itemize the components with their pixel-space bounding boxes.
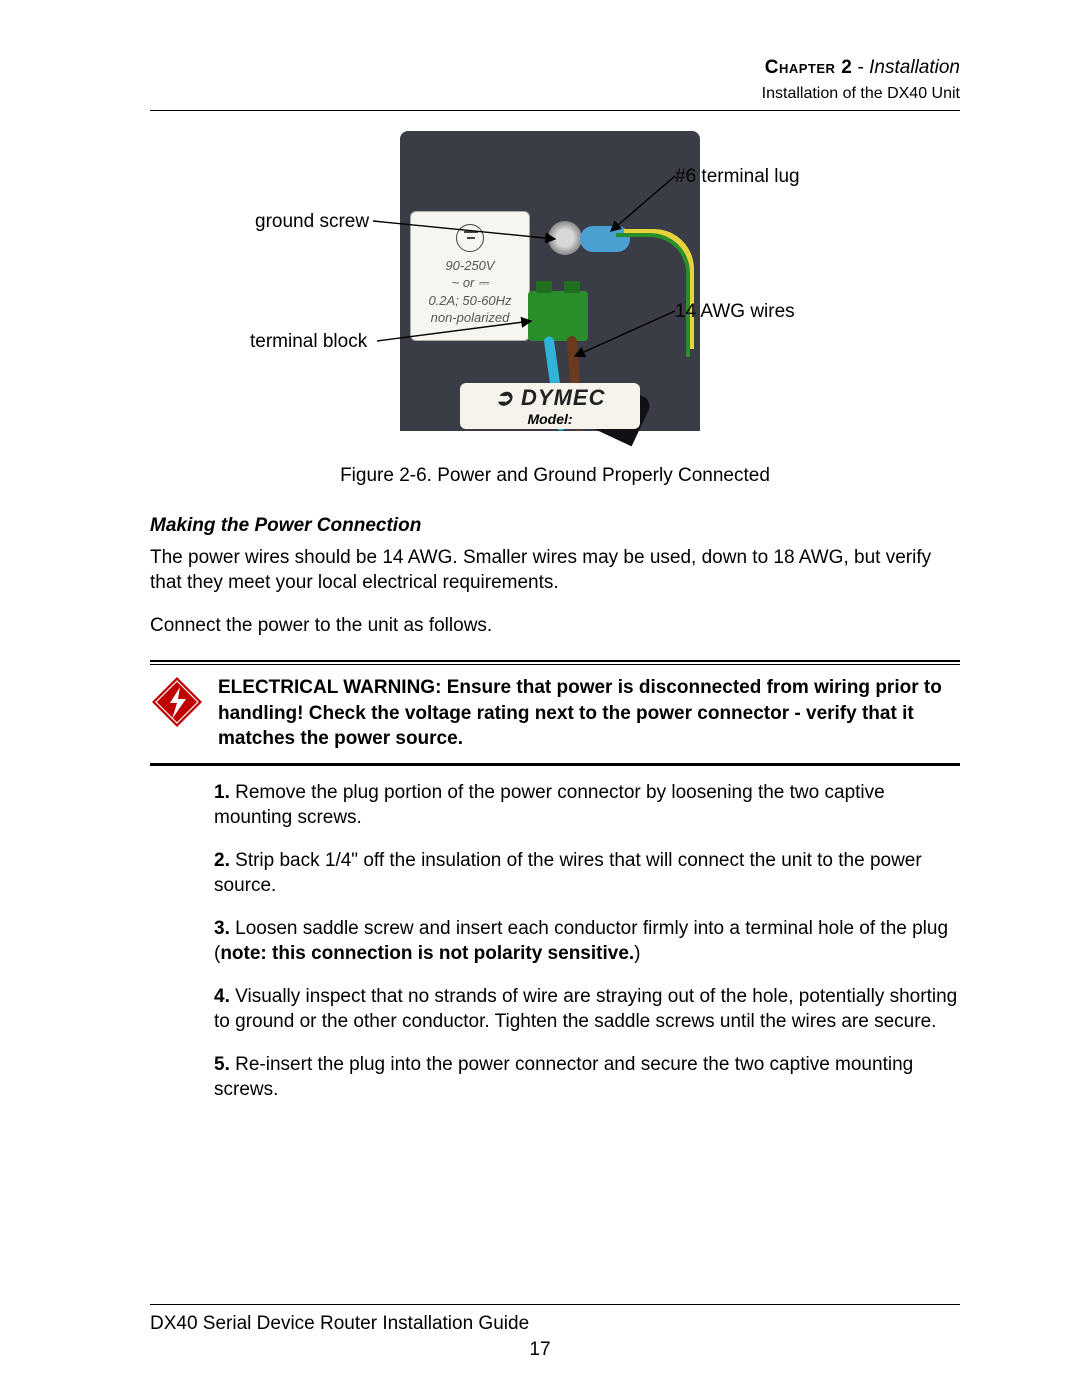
step-1: 1. Remove the plug portion of the power … (214, 780, 960, 830)
step-5-text: Re-insert the plug into the power connec… (214, 1054, 913, 1100)
step-4: 4. Visually inspect that no strands of w… (214, 984, 960, 1034)
callout-ground-screw: ground screw (255, 211, 369, 233)
step-1-text: Remove the plug portion of the power con… (214, 782, 885, 828)
dymec-logo-text: ➲ DYMEC (460, 385, 640, 411)
device-label-plate: 90-250V ~ or ⎓ 0.2A; 50-60Hz non-polariz… (410, 211, 530, 341)
figure-caption: Figure 2-6. Power and Ground Properly Co… (150, 465, 960, 487)
step-3-text-b: ) (634, 943, 640, 964)
callout-terminal-block: terminal block (250, 331, 367, 353)
chapter-label-text: Chapter (765, 57, 836, 78)
step-3-bold: note: this connection is not polarity se… (220, 943, 634, 964)
ground-symbol-icon (456, 224, 484, 252)
page-number: 17 (0, 1339, 1080, 1361)
section-para-1: The power wires should be 14 AWG. Smalle… (150, 545, 960, 595)
section-para-2: Connect the power to the unit as follows… (150, 613, 960, 638)
warning-text: ELECTRICAL WARNING: Ensure that power is… (218, 675, 960, 750)
step-2-text: Strip back 1/4" off the insulation of th… (214, 850, 922, 896)
warning-rule-top-thick (150, 660, 960, 662)
step-4-text: Visually inspect that no strands of wire… (214, 986, 957, 1032)
footer-doc-title: DX40 Serial Device Router Installation G… (150, 1313, 529, 1335)
step-1-number: 1. (214, 782, 230, 803)
dymec-brand: DYMEC (521, 385, 605, 410)
step-5: 5. Re-insert the plug into the power con… (214, 1052, 960, 1102)
ground-screw-graphic (548, 221, 582, 255)
header-separator: - (852, 57, 869, 78)
page-header: Chapter 2 - Installation Installation of… (150, 55, 960, 111)
footer-rule (150, 1304, 960, 1305)
chapter-label: Chapter 2 (765, 57, 853, 78)
callout-awg-wires: 14 AWG wires (675, 301, 795, 323)
callout-terminal-lug: #6 terminal lug (675, 166, 800, 188)
label-polarity: non-polarized (411, 310, 529, 325)
label-or: ~ or ⎓ (411, 275, 529, 291)
step-2: 2. Strip back 1/4" off the insulation of… (214, 848, 960, 898)
terminal-block-graphic (528, 291, 588, 341)
header-subhead: Installation of the DX40 Unit (150, 83, 960, 105)
header-rule (150, 110, 960, 111)
step-3-number: 3. (214, 918, 230, 939)
header-line-1: Chapter 2 - Installation (150, 55, 960, 81)
label-voltage: 90-250V (411, 258, 529, 273)
model-text: Model: (460, 411, 640, 427)
section-heading: Making the Power Connection (150, 515, 960, 537)
label-current: 0.2A; 50-60Hz (411, 293, 529, 308)
step-4-number: 4. (214, 986, 230, 1007)
step-2-number: 2. (214, 850, 230, 871)
dymec-label: ➲ DYMEC Model: (460, 383, 640, 429)
steps-list: 1. Remove the plug portion of the power … (150, 780, 960, 1103)
warning-block: ELECTRICAL WARNING: Ensure that power is… (150, 660, 960, 765)
warning-rule-bottom-thick (150, 764, 960, 766)
figure-2-6: 90-250V ~ or ⎓ 0.2A; 50-60Hz non-polariz… (155, 131, 955, 461)
step-5-number: 5. (214, 1054, 230, 1075)
device-photo: 90-250V ~ or ⎓ 0.2A; 50-60Hz non-polariz… (400, 131, 700, 431)
step-3: 3. Loosen saddle screw and insert each c… (214, 916, 960, 966)
electrical-warning-icon (150, 675, 204, 734)
chapter-title: Installation (869, 57, 960, 78)
warning-content: ELECTRICAL WARNING: Ensure that power is… (150, 665, 960, 760)
ground-wire-graphic (624, 229, 694, 349)
chapter-number: 2 (841, 57, 852, 78)
page: Chapter 2 - Installation Installation of… (0, 0, 1080, 1397)
